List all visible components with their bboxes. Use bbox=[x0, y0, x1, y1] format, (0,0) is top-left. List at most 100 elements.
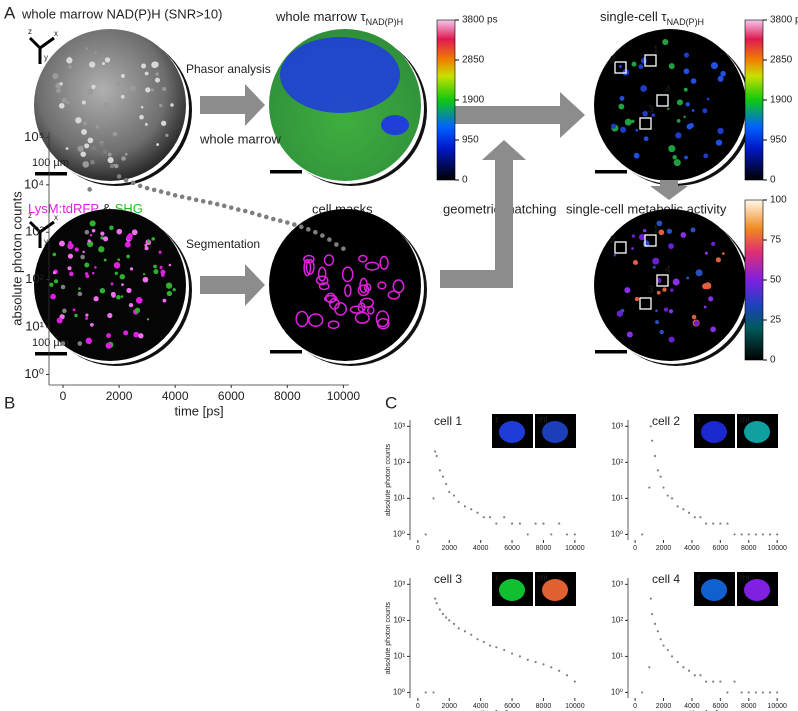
x-tick-label: 10000 bbox=[565, 545, 585, 552]
arrow-label: Segmentation bbox=[186, 237, 260, 251]
cell-box bbox=[614, 241, 627, 254]
cell-spot bbox=[166, 290, 173, 297]
arrow bbox=[200, 84, 265, 126]
cell-spot bbox=[633, 152, 640, 159]
cell-spot bbox=[109, 225, 114, 231]
cell-spot bbox=[78, 287, 81, 290]
image-title: whole marrow NAD(P)H (SNR>10) bbox=[21, 6, 222, 21]
data-point bbox=[116, 174, 122, 179]
cell-spot bbox=[680, 232, 687, 238]
colorbar-label: 2850 bbox=[770, 55, 793, 66]
data-point bbox=[476, 638, 479, 641]
inset-cell bbox=[542, 421, 568, 443]
data-point bbox=[565, 674, 569, 677]
cell-spot bbox=[662, 287, 667, 292]
data-point bbox=[488, 644, 492, 647]
data-point bbox=[441, 475, 445, 478]
chart-title: cell 2 bbox=[652, 414, 680, 428]
data-point bbox=[573, 533, 576, 536]
cell-spot bbox=[54, 279, 59, 284]
y-tick-label: 10³ bbox=[393, 421, 405, 430]
cell-spot bbox=[658, 229, 665, 236]
cell-spot bbox=[154, 77, 160, 83]
cell-spot bbox=[69, 271, 74, 277]
title-sub: NAD(P)H bbox=[366, 17, 404, 27]
cell-spot bbox=[670, 288, 674, 292]
data-point bbox=[666, 494, 669, 497]
data-point bbox=[77, 291, 83, 297]
data-point bbox=[526, 533, 529, 536]
x-tick-label: 6000 bbox=[713, 703, 729, 710]
data-point bbox=[682, 666, 685, 669]
data-point bbox=[242, 208, 248, 214]
data-point bbox=[256, 212, 262, 218]
cell-spot bbox=[619, 96, 625, 101]
cell-spot bbox=[145, 87, 151, 93]
y-tick-label: 10¹ bbox=[611, 652, 623, 661]
colorbar-label: 1900 bbox=[770, 95, 793, 106]
cell-spot bbox=[708, 296, 714, 302]
y-tick-label: 10⁰ bbox=[611, 688, 623, 697]
cell-spot bbox=[150, 88, 154, 92]
cell-spot bbox=[67, 242, 74, 250]
cell-spot bbox=[107, 312, 113, 319]
cell-spot bbox=[134, 307, 141, 313]
cell-spot bbox=[105, 342, 112, 349]
scale-bar bbox=[595, 350, 627, 354]
cell-spot bbox=[100, 231, 105, 236]
x-tick-label: 8000 bbox=[741, 545, 757, 552]
cell-spot bbox=[112, 131, 118, 137]
cell-spot bbox=[668, 243, 674, 249]
data-point bbox=[476, 511, 479, 514]
cell-spot bbox=[711, 241, 716, 247]
image-title: single-cell τNAD(P)H bbox=[600, 9, 704, 27]
cell-spot bbox=[721, 252, 725, 255]
data-point bbox=[424, 691, 427, 694]
x-tick-label: 4000 bbox=[684, 703, 700, 710]
cell-spot bbox=[162, 298, 167, 303]
cell-spot bbox=[144, 71, 149, 76]
inset-cell bbox=[701, 579, 727, 601]
cell-spot bbox=[92, 271, 95, 275]
cell-spot bbox=[631, 234, 636, 238]
cell-spot bbox=[85, 313, 89, 317]
x-tick-label: 2000 bbox=[656, 703, 672, 710]
cell-spot bbox=[144, 122, 148, 126]
cell-mask bbox=[377, 281, 387, 290]
cell-spot bbox=[66, 57, 73, 64]
data-point bbox=[445, 482, 448, 486]
x-tick-label: 2000 bbox=[441, 703, 457, 710]
chart-title: cell 3 bbox=[434, 572, 462, 586]
axis-glyph-label: y bbox=[44, 53, 48, 62]
cell-spot bbox=[142, 272, 146, 276]
cell-mask bbox=[303, 254, 315, 264]
cell-spot bbox=[67, 266, 72, 271]
colorbar-label: 75 bbox=[770, 235, 782, 246]
inset-label: τ bbox=[495, 572, 499, 582]
cell-id: 1 bbox=[653, 225, 659, 236]
x-tick-label: 10000 bbox=[767, 545, 787, 552]
cell-spot bbox=[59, 240, 65, 247]
inset-cell bbox=[744, 421, 770, 443]
data-point bbox=[200, 198, 206, 204]
cell-spot bbox=[693, 320, 700, 326]
data-point bbox=[712, 522, 715, 525]
cell-spot bbox=[84, 143, 90, 149]
cell-spot bbox=[683, 52, 690, 58]
data-point bbox=[719, 680, 722, 683]
y-tick-label: 10³ bbox=[393, 579, 405, 588]
cell-spot bbox=[165, 133, 169, 137]
cell-mask bbox=[328, 297, 340, 310]
cell-spot bbox=[68, 64, 72, 69]
inset-cell bbox=[542, 579, 568, 601]
data-point bbox=[712, 680, 715, 683]
colorbar bbox=[744, 19, 764, 181]
cell-spot bbox=[67, 253, 74, 259]
x-tick-label: 8000 bbox=[741, 703, 757, 710]
data-point bbox=[84, 229, 90, 235]
cell-spot bbox=[100, 236, 104, 240]
data-point bbox=[558, 522, 561, 525]
cell-spot bbox=[87, 137, 94, 144]
cell-spot bbox=[114, 271, 119, 275]
